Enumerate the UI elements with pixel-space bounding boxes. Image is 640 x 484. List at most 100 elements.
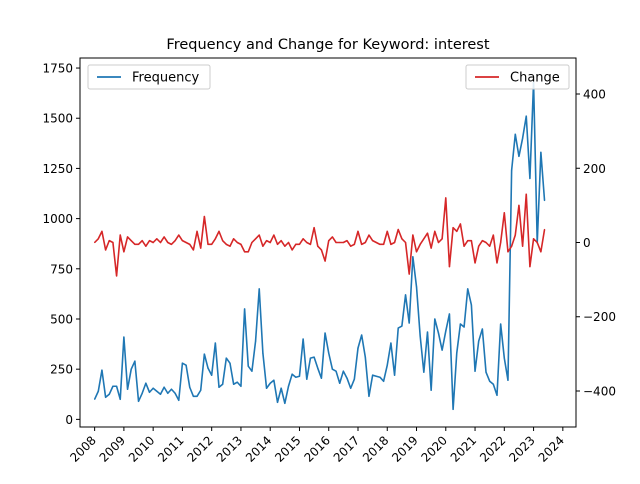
frequency-point xyxy=(94,398,96,400)
change-point xyxy=(379,243,381,245)
frequency-point xyxy=(467,288,469,290)
change-point xyxy=(130,240,132,242)
frequency-point xyxy=(496,394,498,396)
change-point xyxy=(115,275,118,277)
change-point xyxy=(419,243,421,245)
change-point xyxy=(207,243,209,245)
change-point xyxy=(313,227,315,229)
change-point xyxy=(203,215,205,218)
change-point xyxy=(456,230,458,232)
change-point xyxy=(97,238,99,240)
x-tick-label: 2015 xyxy=(272,433,303,464)
frequency-point xyxy=(218,386,220,388)
frequency-point xyxy=(368,395,370,397)
frequency-point xyxy=(174,392,176,394)
change-point xyxy=(185,241,187,244)
change-point xyxy=(441,238,443,240)
change-point xyxy=(390,243,392,245)
change-point xyxy=(408,273,410,275)
change-point xyxy=(474,262,476,264)
right-y-tick-label: 0 xyxy=(583,236,591,250)
frequency-point xyxy=(222,383,224,385)
change-point xyxy=(101,230,103,232)
change-point xyxy=(532,238,535,240)
change-line xyxy=(94,193,546,277)
frequency-point xyxy=(317,367,319,369)
frequency-point xyxy=(115,385,118,387)
left-y-tick-label: 250 xyxy=(50,363,73,377)
change-point xyxy=(302,238,304,240)
frequency-point xyxy=(214,342,216,344)
left-y-tick-label: 1500 xyxy=(42,112,73,126)
change-point xyxy=(141,240,143,242)
chart-title: Frequency and Change for Keyword: intere… xyxy=(166,37,489,53)
frequency-point xyxy=(258,288,260,290)
frequency-point xyxy=(511,169,513,172)
change-point xyxy=(496,262,498,264)
x-tick-label: 2020 xyxy=(419,433,450,464)
change-point xyxy=(364,241,366,244)
change-point xyxy=(159,241,162,244)
frequency-point xyxy=(353,378,355,380)
frequency-point xyxy=(145,382,147,384)
change-point xyxy=(258,234,260,236)
change-point xyxy=(298,243,301,245)
frequency-legend-box xyxy=(87,64,211,90)
frequency-point xyxy=(101,369,103,371)
change-point xyxy=(339,241,341,244)
change-point xyxy=(145,245,147,247)
change-point xyxy=(448,266,451,268)
change-point xyxy=(126,236,129,238)
frequency-legend: Frequency xyxy=(87,64,211,90)
change-point xyxy=(280,240,282,242)
change-point xyxy=(181,240,184,242)
left-y-tick-label: 750 xyxy=(50,262,73,276)
change-point xyxy=(163,236,165,238)
frequency-point xyxy=(478,340,480,342)
change-point xyxy=(415,251,418,253)
frequency-point xyxy=(350,387,352,389)
change-point xyxy=(478,245,480,247)
frequency-line xyxy=(93,81,546,411)
change-point xyxy=(273,234,275,236)
frequency-point xyxy=(119,398,121,400)
change-point xyxy=(320,249,323,251)
change-point xyxy=(214,238,216,240)
frequency-point xyxy=(291,373,293,375)
change-point xyxy=(269,241,271,244)
change-point xyxy=(522,245,524,247)
frequency-point xyxy=(244,308,246,310)
frequency-point xyxy=(141,392,143,394)
frequency-point xyxy=(328,352,330,354)
frequency-point xyxy=(178,399,180,401)
frequency-point xyxy=(518,155,520,157)
change-point xyxy=(481,240,483,242)
frequency-point xyxy=(445,330,447,332)
frequency-point xyxy=(123,336,125,338)
x-tick-label: 2022 xyxy=(477,433,508,464)
change-point xyxy=(108,240,110,242)
frequency-point xyxy=(233,383,235,385)
change-point xyxy=(357,230,359,232)
x-tick-label: 2011 xyxy=(155,433,186,464)
x-tick-label: 2008 xyxy=(67,433,98,464)
change-point xyxy=(94,241,96,244)
change-point xyxy=(467,240,469,242)
change-point xyxy=(119,234,121,236)
change-point xyxy=(229,245,231,247)
change-legend-box xyxy=(465,64,570,90)
change-point xyxy=(244,251,246,253)
frequency-point xyxy=(507,379,509,381)
change-point xyxy=(251,241,253,244)
frequency-point xyxy=(284,402,286,404)
frequency-point xyxy=(434,318,436,320)
change-point xyxy=(511,245,513,247)
frequency-point xyxy=(262,352,264,354)
change-point xyxy=(437,241,440,244)
frequency-point xyxy=(203,353,205,355)
change-point xyxy=(459,223,462,225)
frequency-point xyxy=(500,323,502,325)
frequency-point xyxy=(200,389,202,391)
frequency-point xyxy=(269,382,271,384)
change-point xyxy=(331,236,333,238)
